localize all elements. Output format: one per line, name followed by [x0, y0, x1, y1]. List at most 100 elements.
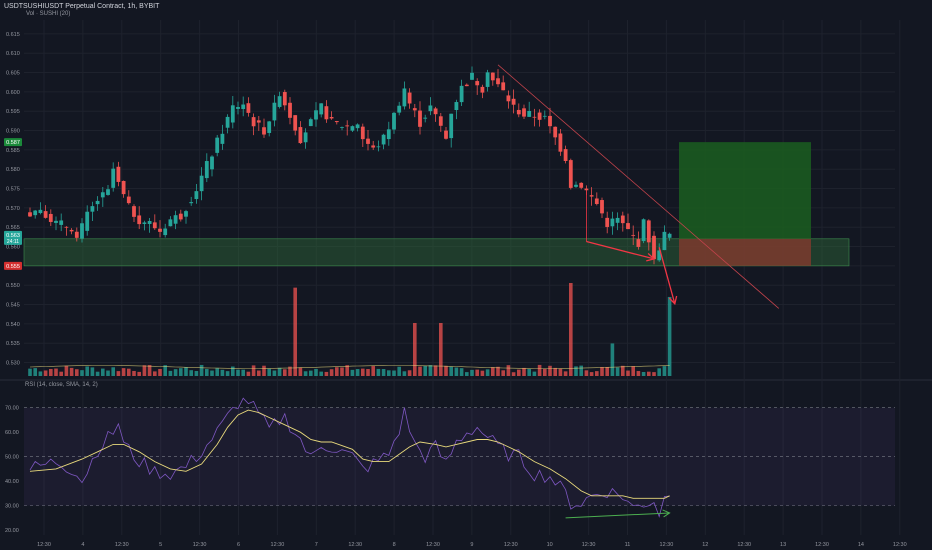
volume-bar — [615, 367, 620, 376]
candle-body — [558, 133, 563, 152]
volume-bar — [532, 371, 537, 376]
candle-body — [277, 96, 282, 107]
rsi-sma-line — [29, 409, 670, 499]
candle-body — [95, 200, 100, 205]
candle-body — [272, 102, 277, 121]
price-tick-label: 0.540 — [6, 322, 20, 328]
candle-body — [54, 220, 58, 223]
volume-histogram — [28, 283, 672, 376]
candle-body — [563, 149, 568, 161]
time-tick-label: 12:30 — [582, 542, 596, 548]
candle-body — [59, 220, 64, 225]
price-tick-label: 0.615 — [6, 32, 20, 38]
volume-bar — [267, 368, 271, 376]
volume-bar — [548, 365, 552, 376]
candle-body — [43, 211, 48, 218]
down-arrow-1 — [586, 240, 655, 260]
candle-body — [225, 116, 230, 128]
price-tick-label: 0.605 — [6, 71, 20, 77]
time-tick-label: 8 — [393, 542, 396, 548]
candle-body — [423, 117, 428, 119]
volume-bar — [631, 366, 635, 376]
volume-bar — [309, 370, 313, 376]
candle-body — [194, 191, 199, 200]
candle-body — [537, 112, 542, 120]
volume-bar — [647, 371, 651, 376]
zones-layer — [23, 142, 850, 267]
volume-bar — [80, 370, 84, 376]
candle-body — [667, 233, 672, 238]
rsi-tick-label: 70.00 — [5, 406, 19, 412]
candle-body — [548, 115, 552, 127]
volume-bar — [49, 368, 53, 376]
rsi-tick-label: 50.00 — [5, 455, 19, 461]
time-tick-label: 12:30 — [115, 542, 129, 548]
candle-body — [74, 231, 79, 238]
candle-body — [173, 215, 178, 224]
candle-body — [376, 146, 381, 148]
volume-bar — [293, 287, 297, 376]
volume-bar — [231, 366, 235, 376]
volume-bar — [652, 372, 656, 376]
candle-body — [511, 98, 516, 105]
volume-bar — [215, 368, 219, 376]
volume-bar — [303, 371, 308, 376]
candle-body — [293, 115, 298, 131]
rsi-tick-label: 40.00 — [5, 479, 19, 485]
time-tick-label: 12:30 — [504, 542, 518, 548]
candle-body — [490, 72, 495, 81]
candle-body — [402, 88, 407, 107]
candle-body — [100, 192, 105, 198]
candle-body — [480, 86, 485, 93]
currency-label[interactable]: USDT — [4, 3, 24, 10]
volume-bar — [277, 367, 282, 376]
candle-body — [256, 120, 261, 123]
candle-body — [199, 175, 204, 192]
price-tick-label: 0.575 — [6, 187, 20, 193]
volume-bar — [90, 367, 95, 376]
volume-bar — [95, 371, 100, 376]
candle-body — [496, 78, 500, 85]
volume-bar — [116, 371, 121, 376]
volume-bar — [251, 365, 256, 376]
candle-body — [215, 137, 220, 153]
candle-body — [267, 121, 272, 133]
volume-bar — [480, 370, 485, 376]
volume-bar — [288, 366, 292, 376]
candle-body — [132, 206, 136, 217]
volume-bar — [569, 283, 573, 376]
candle-body — [631, 234, 636, 236]
candle-body — [178, 213, 183, 220]
time-tick-label: 12:30 — [815, 542, 829, 548]
volume-bar — [485, 369, 490, 376]
price-tick-label: 0.570 — [6, 206, 20, 212]
rsi-tick-label: 20.00 — [5, 528, 19, 534]
candle-body — [366, 138, 370, 144]
volume-bar — [517, 369, 521, 376]
volume-legend[interactable]: Vol · SUSHI (20) — [26, 11, 71, 17]
price-tick-label: 0.550 — [6, 283, 20, 289]
volume-bar — [605, 367, 609, 376]
candle-body — [204, 161, 209, 179]
volume-bar — [667, 296, 672, 376]
time-tick-label: 12:30 — [193, 542, 207, 548]
volume-bar — [101, 368, 105, 376]
rsi-legend[interactable]: RSI (14, close, SMA, 14, 2) — [25, 382, 98, 388]
candle-body — [48, 213, 53, 222]
time-tick-label: 12:30 — [660, 542, 674, 548]
candle-body — [662, 231, 667, 251]
chart-header: USDT SUSHIUSDT Perpetual Contract, 1h, B… — [4, 3, 159, 10]
candle-body — [574, 184, 578, 187]
candle-body — [28, 212, 32, 217]
volume-bar — [324, 371, 329, 376]
volume-bar — [470, 369, 474, 376]
down-arrow-2 — [658, 247, 676, 304]
volume-bar — [121, 368, 126, 376]
time-tick-label: 11 — [625, 542, 631, 548]
candle-body — [605, 217, 610, 227]
symbol-title[interactable]: SUSHIUSDT Perpetual Contract, 1h, BYBIT — [22, 3, 160, 10]
rsi-line — [29, 397, 670, 518]
candle-body — [106, 189, 110, 195]
volume-bar — [283, 369, 287, 376]
